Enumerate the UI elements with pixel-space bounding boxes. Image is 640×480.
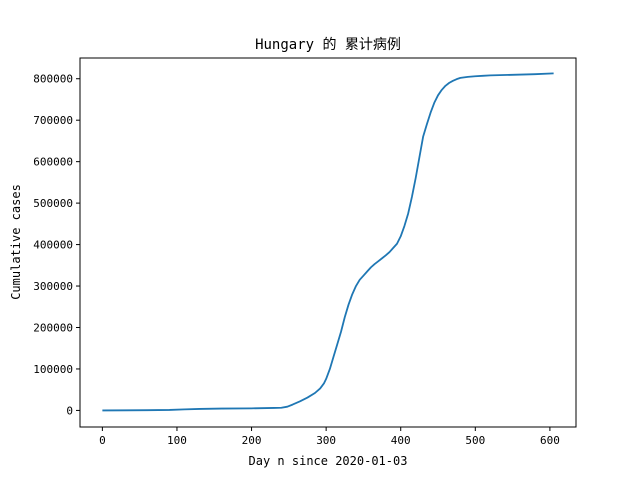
y-tick-label: 800000 bbox=[33, 73, 73, 86]
x-axis-label: Day n since 2020-01-03 bbox=[249, 454, 408, 468]
y-tick-label: 700000 bbox=[33, 114, 73, 127]
plot-area bbox=[79, 57, 577, 428]
x-tick-label: 0 bbox=[99, 434, 106, 447]
x-tick-label: 600 bbox=[540, 434, 560, 447]
chart-title: Hungary 的 累计病例 bbox=[255, 37, 401, 53]
y-tick-label: 400000 bbox=[33, 239, 73, 252]
y-axis: 0 100000 200000 300000 400000 500000 600000 700… bbox=[33, 73, 80, 417]
plot-frame bbox=[79, 57, 577, 428]
y-tick-label: 600000 bbox=[33, 156, 73, 169]
x-tick-label: 200 bbox=[242, 434, 262, 447]
y-tick-label: 200000 bbox=[33, 321, 73, 334]
y-axis-label: Cumulative cases bbox=[9, 184, 23, 300]
x-tick-label: 300 bbox=[316, 434, 336, 447]
x-tick-label: 100 bbox=[167, 434, 187, 447]
x-tick-label: 500 bbox=[465, 434, 485, 447]
series-line-0 bbox=[102, 72, 554, 412]
y-tick-label: 0 bbox=[66, 404, 73, 417]
y-tick-label: 100000 bbox=[33, 363, 73, 376]
y-tick-label: 500000 bbox=[33, 197, 73, 210]
x-axis: 0 100 200 300 400 500 600 bbox=[99, 427, 560, 447]
x-tick-label: 400 bbox=[391, 434, 411, 447]
y-tick-label: 300000 bbox=[33, 280, 73, 293]
